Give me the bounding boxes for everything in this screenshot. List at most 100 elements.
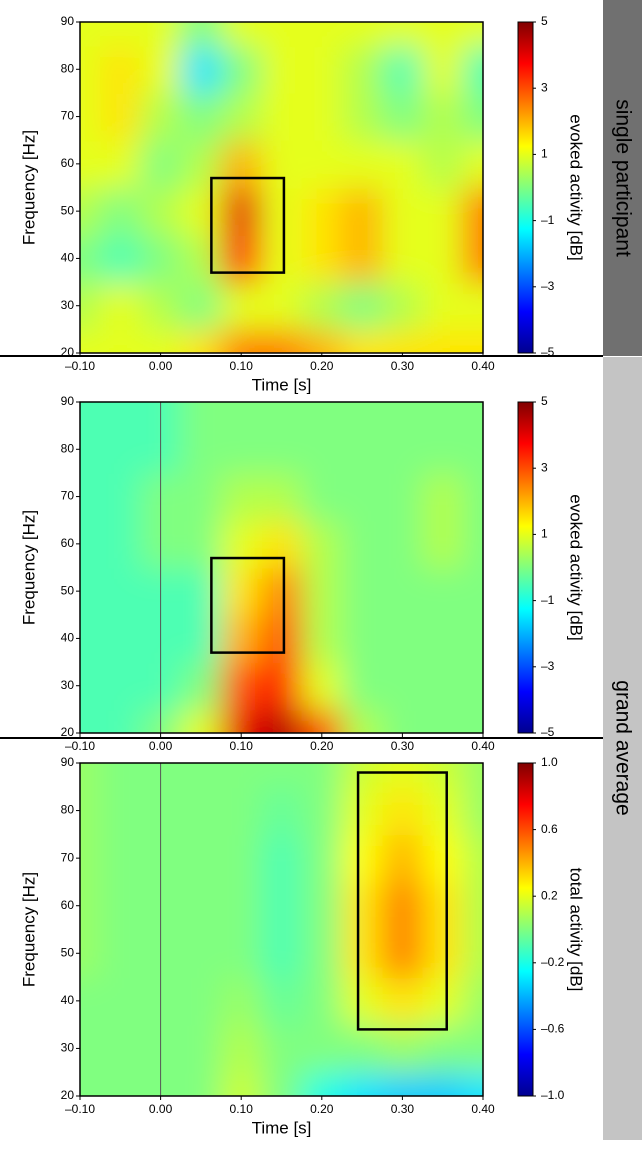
heat-cell <box>100 282 142 331</box>
x-tick-label: –0.10 <box>65 1102 95 1116</box>
heat-cell <box>80 763 102 788</box>
heat-cell <box>422 786 464 836</box>
heat-cell <box>180 614 223 664</box>
heat-cell <box>221 709 263 733</box>
heat-cell <box>301 140 343 189</box>
heat-cell <box>180 662 223 711</box>
heat-cell <box>301 567 343 616</box>
heat-cell <box>462 45 483 94</box>
heat-cell <box>422 614 464 664</box>
y-tick-label: 60 <box>61 156 75 170</box>
y-tick-label: 70 <box>61 489 75 503</box>
heat-cell <box>301 977 343 1026</box>
heat-cell <box>80 834 102 883</box>
heat-cell <box>80 402 102 427</box>
heat-cell <box>80 881 102 931</box>
heat-cell <box>462 22 483 47</box>
heat-cell <box>221 662 263 711</box>
heat-cell <box>261 614 303 664</box>
heat-cell <box>341 1024 384 1074</box>
heat-cell <box>80 1024 102 1074</box>
y-axis-label: Frequency [Hz] <box>19 130 38 245</box>
heat-cell <box>341 329 384 353</box>
heat-cell <box>382 977 424 1026</box>
heat-cell <box>341 22 384 47</box>
heat-cell <box>80 140 102 189</box>
y-tick-label: 80 <box>61 441 75 455</box>
heat-cell <box>301 472 343 522</box>
heat-cell <box>382 614 424 664</box>
heat-cell <box>80 786 102 836</box>
x-axis-label: Time [s] <box>252 1118 312 1137</box>
heat-cell <box>100 140 142 189</box>
heat-cell <box>180 1024 223 1074</box>
heat-cell <box>382 709 424 733</box>
x-tick-label: 0.10 <box>230 359 254 373</box>
heat-cell <box>462 977 483 1026</box>
x-tick-label: 0.30 <box>391 739 415 753</box>
heat-cell <box>462 763 483 788</box>
heat-cell <box>422 520 464 569</box>
heat-cell <box>341 472 384 522</box>
heat-cell <box>422 763 464 788</box>
heat-cell <box>382 45 424 94</box>
heat-cell <box>80 614 102 664</box>
heat-cell <box>301 92 343 142</box>
heat-cell <box>341 520 384 569</box>
heat-cell <box>261 977 303 1026</box>
plot-frame <box>79 401 484 734</box>
heat-cell <box>180 140 223 189</box>
heat-cell <box>180 472 223 522</box>
heat-cell <box>261 520 303 569</box>
heat-cell <box>341 234 384 284</box>
heat-cell <box>341 662 384 711</box>
heat-cell <box>382 786 424 836</box>
heat-cell <box>341 92 384 142</box>
y-tick-label: 50 <box>61 945 75 959</box>
heat-cell <box>221 425 263 474</box>
heat-cell <box>341 1072 384 1096</box>
y-tick-label: 30 <box>61 678 75 692</box>
heat-cell <box>100 929 142 979</box>
plot-frame <box>79 762 484 1097</box>
heat-cell <box>180 520 223 569</box>
heat-cell <box>180 402 223 427</box>
heat-cell <box>422 187 464 236</box>
colorbar-tick-label: –3 <box>541 659 555 673</box>
heat-cell <box>301 520 343 569</box>
y-tick-label: 20 <box>61 1088 75 1102</box>
heat-cell <box>382 425 424 474</box>
colorbar-tick-label: 5 <box>541 394 548 408</box>
heat-cell <box>140 282 182 331</box>
heat-cell <box>261 425 303 474</box>
heat-cell <box>301 881 343 931</box>
heat-cell <box>261 329 303 353</box>
heat-cell <box>80 662 102 711</box>
heat-cell <box>462 1072 483 1096</box>
colorbar-tick-label: –0.6 <box>541 1022 565 1036</box>
heat-cell <box>301 22 343 47</box>
heat-cell <box>422 834 464 883</box>
heat-cell <box>462 187 483 236</box>
heat-cell <box>422 929 464 979</box>
heat-cell <box>462 402 483 427</box>
heat-cell <box>422 567 464 616</box>
heat-cell <box>422 977 464 1026</box>
heat-cell <box>180 1072 223 1096</box>
x-tick-label: –0.10 <box>65 359 95 373</box>
heat-cell <box>221 567 263 616</box>
heatmap <box>80 763 483 1096</box>
y-tick-label: 90 <box>61 394 75 408</box>
y-tick-label: 80 <box>61 61 75 75</box>
heat-cell <box>462 140 483 189</box>
heat-cell <box>100 92 142 142</box>
y-tick-label: 50 <box>61 583 75 597</box>
heat-cell <box>261 92 303 142</box>
heat-cell <box>221 187 263 236</box>
heat-cell <box>80 22 102 47</box>
heat-cell <box>221 1024 263 1074</box>
heat-cell <box>180 786 223 836</box>
heat-cell <box>341 929 384 979</box>
side-label: single participant <box>611 99 634 257</box>
colorbar-label: evoked activity [dB] <box>567 494 586 640</box>
